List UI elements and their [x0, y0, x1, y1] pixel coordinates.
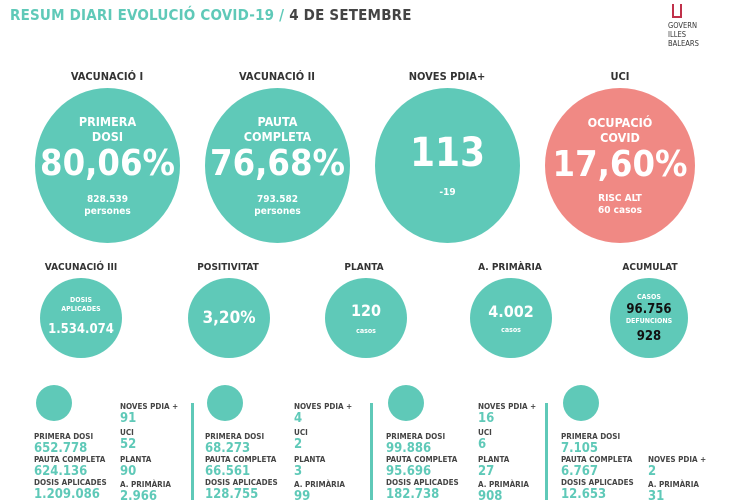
- ap-value: 2.966: [120, 489, 157, 504]
- ap-value: 99: [294, 489, 311, 504]
- positivitat-circle: 3,20%: [188, 278, 270, 358]
- pdia-value: 91: [120, 411, 137, 426]
- heading-noves-pdia: NOVES PDIA+: [408, 70, 486, 83]
- ap-label: A. PRIMÀRIA: [294, 480, 345, 489]
- pdia-label: NOVES PDIA +: [120, 402, 179, 411]
- vacunacio-2-circle: PAUTA COMPLETA 76,68% 793.582 persones: [205, 88, 350, 243]
- dosis-aplicades-value: 128.755: [205, 487, 259, 502]
- dosis-aplicades-label: DOSIS APLICADES: [561, 478, 634, 487]
- uci-value: 2: [294, 437, 303, 452]
- divider: [191, 403, 194, 500]
- vacunacio-1-value: 80,06%: [40, 142, 175, 184]
- a-primaria-circle: 4.002 casos: [470, 278, 552, 358]
- page-title: RESUM DIARI EVOLUCIÓ COVID-19 / 4 DE SET…: [10, 6, 412, 24]
- primera-dosi-label: PRIMERA DOSI: [386, 432, 446, 441]
- pdia-label: NOVES PDIA +: [294, 402, 353, 411]
- primera-dosi-label: PRIMERA DOSI: [34, 432, 94, 441]
- primera-dosi-label: PRIMERA DOSI: [205, 432, 265, 441]
- vacunacio-2-value: 76,68%: [210, 142, 345, 184]
- dosis-aplicades-value: 12.653: [561, 487, 607, 502]
- pauta-completa-value: 66.561: [205, 464, 251, 479]
- heading-vacunacio-1: VACUNACIÓ I: [70, 70, 144, 83]
- acumulat-circle: CASOS 96.756 DEFUNCIONS 928: [610, 278, 688, 358]
- ap-value: 908: [478, 489, 503, 504]
- menorca-icon: [207, 385, 243, 421]
- uci-label: UCI: [294, 428, 308, 437]
- govern-logo: GOVERN ILLES BALEARS: [668, 4, 728, 48]
- ap-label: A. PRIMÀRIA: [478, 480, 529, 489]
- uci-value: 52: [120, 437, 137, 452]
- planta-label: PLANTA: [120, 455, 152, 464]
- ap-label: A. PRIMÀRIA: [120, 480, 171, 489]
- heading-a-primaria: A. PRIMÀRIA: [478, 262, 542, 273]
- primera-dosi-value: 652.778: [34, 441, 88, 456]
- heading-uci: UCI: [610, 70, 630, 83]
- dosis-aplicades-label: DOSIS APLICADES: [34, 478, 107, 487]
- dosis-aplicades-label: DOSIS APLICADES: [205, 478, 278, 487]
- primera-dosi-label: PRIMERA DOSI: [561, 432, 621, 441]
- uci-value: 17,60%: [552, 143, 688, 185]
- dosis-aplicades-label: DOSIS APLICADES: [386, 478, 459, 487]
- planta-value: 90: [120, 464, 137, 479]
- pauta-completa-label: PAUTA COMPLETA: [386, 455, 458, 464]
- primera-dosi-value: 68.273: [205, 441, 251, 456]
- divider: [545, 403, 548, 500]
- dosis-aplicades-value: 1.209.086: [34, 487, 100, 502]
- pauta-completa-label: PAUTA COMPLETA: [34, 455, 106, 464]
- divider: [370, 403, 373, 500]
- uci-label: UCI: [478, 428, 492, 437]
- pauta-completa-value: 95.696: [386, 464, 432, 479]
- planta-label: PLANTA: [478, 455, 510, 464]
- primera-dosi-value: 7.105: [561, 441, 598, 456]
- uci-label: UCI: [120, 428, 134, 437]
- pdia-label: NOVES PDIA +: [478, 402, 537, 411]
- pauta-completa-label: PAUTA COMPLETA: [561, 455, 633, 464]
- eivissa-icon: [388, 385, 424, 421]
- heading-vacunacio-2: VACUNACIÓ II: [239, 70, 315, 83]
- planta-circle: 120 casos: [325, 278, 407, 358]
- uci-circle: OCUPACIÓ COVID 17,60% RISC ALT 60 casos: [545, 88, 695, 243]
- vacunacio-1-circle: PRIMERA DOSI 80,06% 828.539 persones: [35, 88, 180, 243]
- heading-vacunacio-3: VACUNACIÓ III: [44, 262, 118, 273]
- pauta-completa-label: PAUTA COMPLETA: [205, 455, 277, 464]
- pdia-value: 2: [648, 464, 657, 479]
- noves-pdia-value: 113: [409, 129, 486, 176]
- report-date: 4 DE SETEMBRE: [289, 6, 412, 24]
- planta-value: 27: [478, 464, 495, 479]
- mallorca-icon: [36, 385, 72, 421]
- ap-value: 31: [648, 489, 665, 504]
- pdia-value: 16: [478, 411, 495, 426]
- heading-positivitat: POSITIVITAT: [197, 262, 259, 273]
- planta-value: 3: [294, 464, 303, 479]
- primera-dosi-value: 99.886: [386, 441, 432, 456]
- pdia-value: 4: [294, 411, 303, 426]
- formentera-icon: [563, 385, 599, 421]
- planta-label: PLANTA: [294, 455, 326, 464]
- noves-pdia-circle: 113 -19: [375, 88, 520, 243]
- logo-icon: [672, 4, 682, 18]
- vacunacio-3-circle: DOSIS APLICADES 1.534.074: [40, 278, 122, 358]
- pauta-completa-value: 6.767: [561, 464, 598, 479]
- pdia-label: NOVES PDIA +: [648, 455, 707, 464]
- ap-label: A. PRIMÀRIA: [648, 480, 699, 489]
- dosis-aplicades-value: 182.738: [386, 487, 440, 502]
- pauta-completa-value: 624.136: [34, 464, 88, 479]
- heading-acumulat: ACUMULAT: [622, 262, 678, 273]
- uci-value: 6: [478, 437, 487, 452]
- heading-planta: PLANTA: [344, 262, 384, 273]
